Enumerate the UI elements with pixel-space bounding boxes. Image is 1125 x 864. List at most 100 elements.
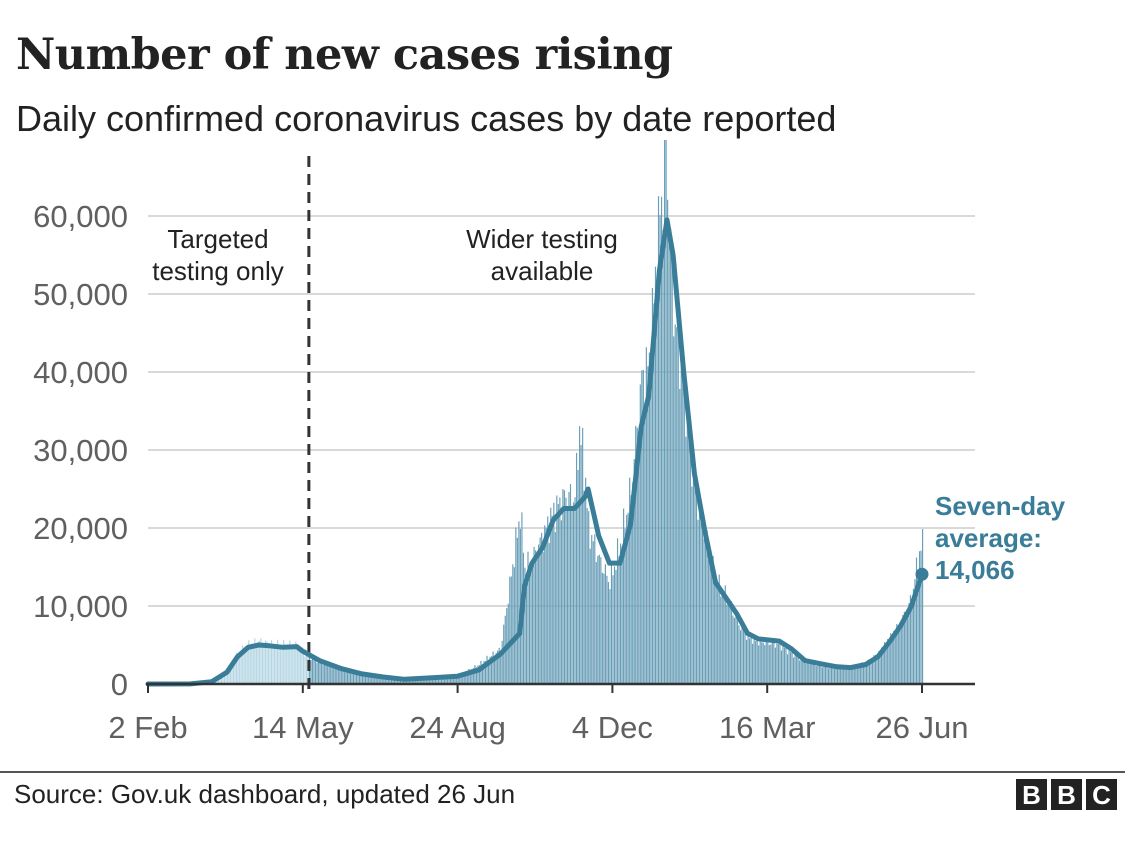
daily-bar: [372, 675, 374, 684]
daily-bar: [418, 678, 420, 684]
daily-bar: [270, 640, 273, 684]
daily-bar: [305, 653, 308, 684]
daily-bar: [864, 663, 866, 684]
daily-bar: [301, 649, 303, 684]
grid-lines: [148, 215, 975, 607]
daily-bar: [559, 497, 561, 684]
daily-bar: [884, 642, 886, 684]
callout-text: 14,066: [935, 555, 1015, 585]
daily-bar: [765, 638, 767, 684]
x-tick-label: 24 Aug: [409, 710, 506, 745]
daily-bar: [560, 520, 562, 684]
daily-bar: [273, 644, 276, 684]
daily-bar: [692, 467, 695, 684]
daily-bar: [668, 240, 670, 684]
daily-bar: [269, 645, 271, 684]
daily-bar: [330, 664, 332, 684]
daily-bar: [811, 663, 813, 684]
daily-bar: [797, 656, 799, 684]
daily-bar: [826, 664, 828, 684]
daily-bar: [566, 509, 569, 684]
daily-bar: [486, 655, 488, 684]
daily-bar: [840, 669, 842, 684]
daily-bar: [228, 667, 230, 684]
daily-bar: [712, 555, 714, 684]
daily-bar: [439, 676, 441, 684]
daily-bar: [762, 642, 764, 684]
daily-bar: [882, 651, 884, 684]
daily-bar: [917, 572, 919, 684]
daily-bar: [236, 652, 238, 684]
daily-bar: [465, 672, 467, 684]
daily-bar: [806, 662, 808, 684]
daily-bar: [626, 514, 628, 684]
daily-bar: [808, 660, 810, 684]
annotation-text: Wider testing: [466, 224, 618, 254]
daily-bar: [325, 663, 327, 684]
source-note: Source: Gov.uk dashboard, updated 26 Jun: [14, 779, 516, 809]
daily-bar: [788, 648, 790, 684]
daily-bar: [817, 664, 819, 684]
average-line-path: [145, 217, 925, 687]
daily-bar: [782, 645, 784, 684]
daily-bar: [657, 196, 660, 684]
daily-bar: [568, 491, 570, 684]
y-tick-label: 40,000: [33, 355, 128, 390]
daily-bar: [343, 669, 345, 684]
daily-bar: [814, 661, 816, 684]
daily-bar: [633, 459, 635, 684]
daily-bar: [691, 486, 693, 684]
daily-bar: [803, 661, 805, 684]
daily-bar: [802, 658, 804, 684]
bbc-logo-b1: B: [1016, 779, 1047, 810]
daily-bar: [503, 624, 505, 684]
daily-bar: [709, 559, 711, 684]
daily-bar: [445, 675, 447, 684]
daily-bar: [518, 521, 520, 684]
daily-bar: [607, 582, 610, 684]
daily-bar: [679, 388, 681, 684]
daily-bar: [682, 377, 684, 684]
daily-bar: [386, 678, 388, 684]
daily-bar: [582, 427, 584, 684]
bbc-logo-b2: B: [1051, 779, 1082, 810]
daily-bar: [733, 617, 735, 684]
daily-bar: [742, 629, 745, 684]
daily-bar: [902, 614, 904, 684]
daily-bar: [623, 508, 625, 684]
daily-bar: [354, 673, 356, 684]
daily-bar: [695, 484, 698, 684]
daily-bar: [475, 667, 477, 684]
daily-bar: [415, 678, 417, 684]
daily-bar: [406, 679, 408, 684]
annotation-text: available: [491, 256, 594, 286]
daily-bar: [638, 432, 640, 684]
daily-bar: [538, 544, 540, 684]
daily-bar: [263, 643, 265, 684]
daily-bar: [399, 679, 402, 684]
daily-bar: [340, 670, 342, 684]
daily-bar: [220, 675, 223, 684]
daily-bar: [501, 640, 503, 684]
daily-bar: [490, 656, 493, 684]
daily-bar: [510, 576, 512, 684]
daily-bar: [659, 215, 661, 684]
daily-bar: [368, 675, 370, 684]
daily-bar: [563, 490, 566, 684]
daily-bar: [750, 637, 752, 684]
daily-bar: [384, 677, 386, 684]
daily-bar: [450, 676, 452, 684]
daily-bar: [639, 384, 641, 684]
daily-bar: [360, 674, 362, 684]
daily-bar: [708, 552, 710, 684]
daily-bar: [586, 508, 588, 684]
y-tick-label: 10,000: [33, 589, 128, 624]
daily-bar: [729, 606, 731, 684]
daily-bar: [704, 538, 707, 684]
daily-bar: [779, 642, 781, 684]
daily-bar: [260, 638, 262, 684]
daily-bar: [556, 495, 558, 684]
daily-bar: [667, 199, 669, 685]
daily-bar: [914, 579, 916, 684]
daily-bar: [477, 665, 479, 684]
